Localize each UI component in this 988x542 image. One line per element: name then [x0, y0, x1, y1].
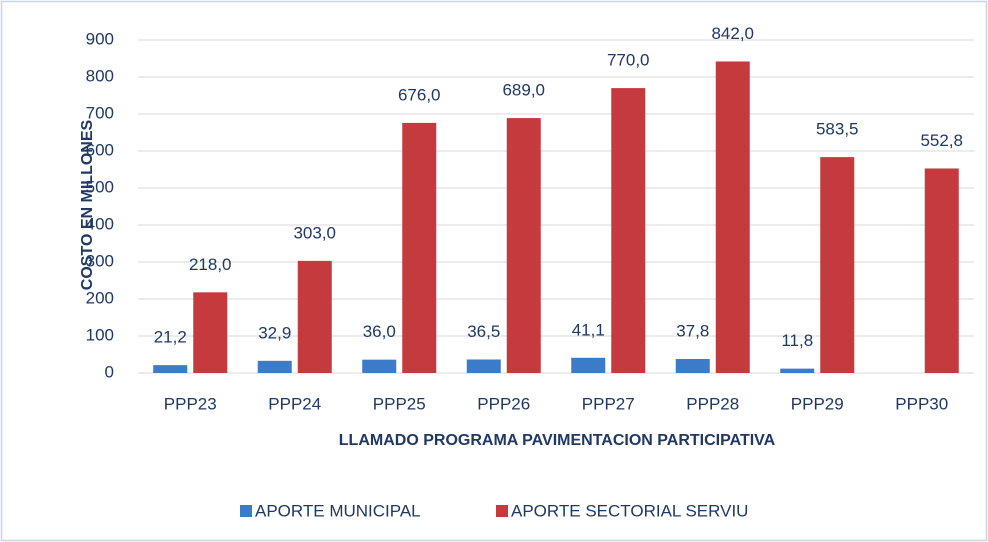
legend-swatch	[496, 505, 508, 517]
y-tick-label: 700	[86, 103, 114, 122]
bar	[257, 360, 292, 373]
y-tick-label: 600	[86, 140, 114, 159]
y-tick-label: 0	[105, 362, 114, 381]
data-label: 36,5	[467, 322, 500, 341]
data-label: 583,5	[816, 120, 859, 139]
bar	[571, 357, 606, 373]
y-tick-label: 100	[86, 325, 114, 344]
data-label: 32,9	[258, 323, 291, 342]
y-tick-label: 500	[86, 177, 114, 196]
legend-swatch	[240, 505, 252, 517]
legend-label: APORTE SECTORIAL SERVIU	[511, 501, 748, 520]
bar	[193, 292, 228, 373]
data-label: 21,2	[154, 328, 187, 347]
x-tick-label: PPP26	[477, 394, 530, 413]
bar	[611, 88, 646, 373]
x-axis-title: LLAMADO PROGRAMA PAVIMENTACION PARTICIPA…	[339, 432, 776, 449]
x-tick-label: PPP27	[582, 394, 635, 413]
bar	[820, 157, 855, 373]
y-tick-label: 400	[86, 214, 114, 233]
data-label: 37,8	[676, 321, 709, 340]
bar	[675, 359, 710, 373]
data-label: 41,1	[572, 320, 605, 339]
data-label: 303,0	[293, 223, 336, 242]
bar	[715, 61, 750, 374]
y-tick-label: 200	[86, 288, 114, 307]
y-tick-label: 900	[86, 29, 114, 48]
data-label: 11,8	[781, 331, 813, 350]
data-label: 36,0	[363, 322, 396, 341]
bar	[780, 368, 815, 373]
data-label: 218,0	[189, 255, 232, 274]
x-tick-label: PPP30	[895, 394, 948, 413]
bar	[466, 359, 501, 373]
data-label: 676,0	[398, 85, 441, 104]
data-label: 770,0	[607, 51, 650, 70]
bar	[362, 359, 397, 373]
x-tick-label: PPP28	[686, 394, 739, 413]
y-tick-label: 300	[86, 251, 114, 270]
x-tick-label: PPP24	[268, 394, 321, 413]
bar	[506, 118, 541, 373]
bar	[297, 260, 332, 373]
bar	[153, 365, 188, 373]
legend-label: APORTE MUNICIPAL	[255, 501, 421, 520]
y-axis-title: COSTO EN MILLONES	[79, 119, 96, 290]
data-label: 552,8	[920, 131, 963, 150]
data-label: 842,0	[711, 24, 754, 43]
data-label: 689,0	[502, 81, 545, 100]
bar	[402, 122, 437, 373]
y-tick-label: 800	[86, 66, 114, 85]
x-tick-label: PPP29	[791, 394, 844, 413]
x-tick-label: PPP25	[373, 394, 426, 413]
x-tick-label: PPP23	[164, 394, 217, 413]
bar	[924, 168, 959, 373]
